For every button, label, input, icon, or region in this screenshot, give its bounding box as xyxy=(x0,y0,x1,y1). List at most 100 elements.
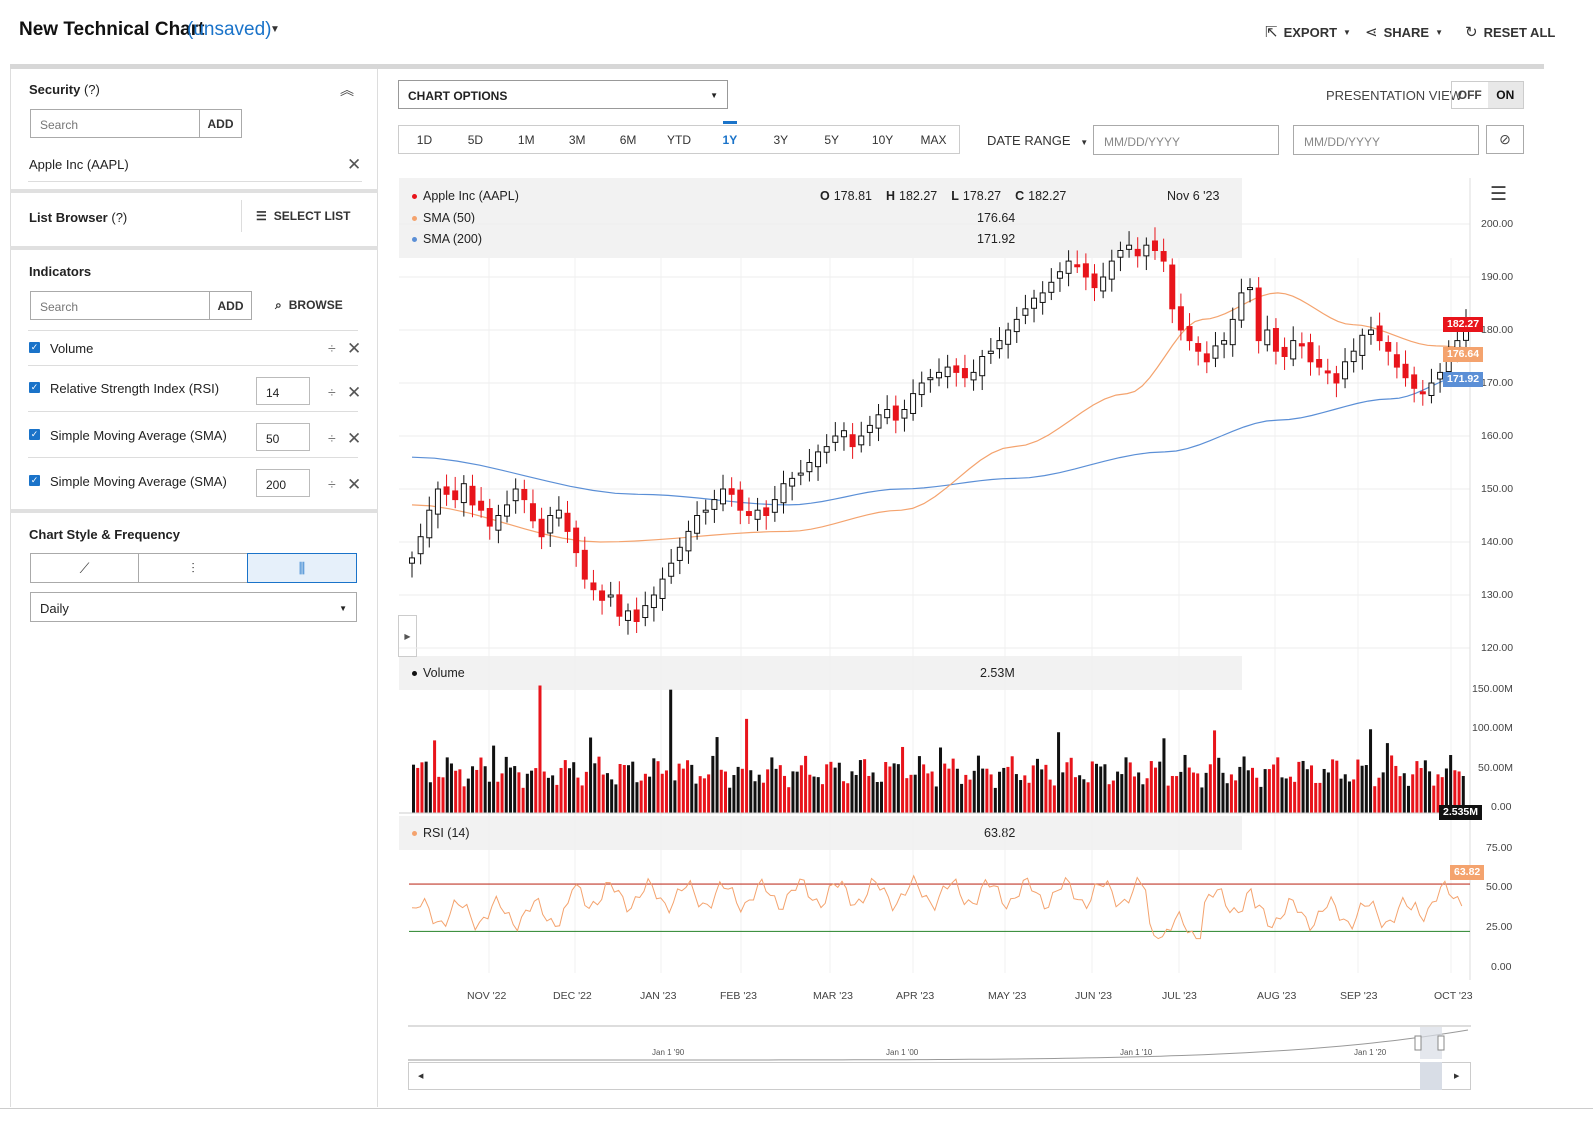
title-menu-caret-icon[interactable]: ▼ xyxy=(270,24,280,35)
drag-handle-icon[interactable]: ÷ xyxy=(328,340,336,356)
remove-indicator-icon[interactable]: ✕ xyxy=(347,475,362,494)
share-button[interactable]: ⋖ SHARE ▼ xyxy=(1365,23,1443,41)
rsi-checkbox[interactable]: ✓ xyxy=(29,382,40,393)
chevron-down-icon: ▼ xyxy=(1080,138,1089,147)
drag-handle-icon[interactable]: ÷ xyxy=(328,384,336,400)
volume-bar xyxy=(500,773,504,813)
volume-bar xyxy=(909,774,913,813)
legend-sma50: SMA (50) xyxy=(412,211,475,225)
collapse-icon[interactable]: ︽ xyxy=(340,82,354,98)
navigator-scrollbar[interactable] xyxy=(408,1062,1471,1090)
on-option[interactable]: ON xyxy=(1487,82,1523,108)
indicator-label: Volume xyxy=(50,341,94,356)
range-3y[interactable]: 3Y xyxy=(773,132,789,147)
rsi-line xyxy=(409,874,1470,940)
date-to-input[interactable]: MM/DD/YYYY xyxy=(1293,125,1479,155)
volume-checkbox[interactable]: ✓ xyxy=(29,342,40,353)
range-1m[interactable]: 1M xyxy=(517,132,535,147)
volume-bar xyxy=(1196,773,1200,813)
range-6m[interactable]: 6M xyxy=(619,132,637,147)
indicator-search-input[interactable]: Search xyxy=(30,291,210,320)
unsaved-indicator[interactable]: (unsaved) xyxy=(187,19,272,40)
browse-button[interactable]: ⌕ BROWSE xyxy=(275,298,343,312)
sma200-period-input[interactable]: 200 xyxy=(256,469,310,497)
reset-all-button[interactable]: ↻ RESET ALL xyxy=(1465,23,1555,41)
range-1d[interactable]: 1D xyxy=(416,132,433,147)
volume-bar xyxy=(508,767,512,813)
rsi-period-input[interactable]: 14 xyxy=(256,377,310,405)
divider xyxy=(28,181,362,182)
candlestick-style-button[interactable]: ⫼ xyxy=(247,553,357,583)
range-ytd[interactable]: YTD xyxy=(666,132,691,147)
scroll-left-icon[interactable]: ◀ xyxy=(418,1073,424,1080)
navigator-handle-right xyxy=(1437,1035,1445,1051)
remove-indicator-icon[interactable]: ✕ xyxy=(347,429,362,448)
volume-bar xyxy=(664,770,668,813)
volume-bar xyxy=(1267,769,1271,813)
chart-menu-icon[interactable]: ☰ xyxy=(1490,184,1508,205)
date-range-dropdown[interactable]: DATE RANGE ▼ xyxy=(987,133,1089,148)
sma50-period-input[interactable]: 50 xyxy=(256,423,310,451)
volume-bar xyxy=(858,760,862,813)
candle-body xyxy=(512,488,519,502)
list-browser-help[interactable]: (?) xyxy=(111,210,128,225)
scrollbar-thumb[interactable] xyxy=(1420,1062,1442,1090)
range-5y[interactable]: 5Y xyxy=(824,132,840,147)
select-list-button[interactable]: ☰ SELECT LIST xyxy=(256,209,351,223)
candle-body xyxy=(1342,361,1349,380)
volume-bar xyxy=(1023,775,1027,813)
candle-body xyxy=(1437,371,1444,380)
candle-body xyxy=(633,609,640,622)
frequency-select[interactable]: Daily ▼ xyxy=(30,592,357,622)
volume-bar xyxy=(1225,783,1229,813)
off-option[interactable]: OFF xyxy=(1457,88,1482,102)
volume-bar xyxy=(1149,761,1153,813)
security-search-input[interactable]: Search xyxy=(30,109,200,138)
ohlc-style-button[interactable]: ⫶ xyxy=(139,553,248,583)
volume-bar xyxy=(698,776,702,813)
drag-handle-icon[interactable]: ÷ xyxy=(328,476,336,492)
candle-body xyxy=(1074,264,1081,268)
volume-bar xyxy=(1057,732,1061,813)
rsi-tick: 0.00 xyxy=(1491,961,1512,973)
drag-handle-icon[interactable]: ÷ xyxy=(328,430,336,446)
range-max[interactable]: MAX xyxy=(920,132,947,147)
range-1y[interactable]: 1Y xyxy=(704,120,755,147)
candle-body xyxy=(555,509,562,519)
line-style-button[interactable]: ⟋ xyxy=(30,553,139,583)
volume-bar xyxy=(774,768,778,813)
scroll-right-icon[interactable]: ▶ xyxy=(1454,1073,1460,1080)
export-button[interactable]: ⇱ EXPORT ▼ xyxy=(1265,23,1351,41)
volume-legend-box xyxy=(399,656,1242,690)
hide-toggle-button[interactable]: ⊘ xyxy=(1486,125,1524,154)
security-add-button[interactable]: ADD xyxy=(200,109,242,138)
candle-body xyxy=(607,594,614,598)
month-tick: JUL '23 xyxy=(1162,990,1197,1002)
indicator-add-button[interactable]: ADD xyxy=(210,291,252,320)
volume-bar xyxy=(555,784,559,813)
volume-bar xyxy=(875,782,879,813)
presentation-toggle[interactable]: OFF ON xyxy=(1451,81,1524,109)
candle-body xyxy=(771,499,778,513)
range-3m[interactable]: 3M xyxy=(568,132,586,147)
volume-bar xyxy=(863,759,867,813)
volume-bar xyxy=(433,740,437,813)
divider xyxy=(28,330,358,331)
volume-bar xyxy=(1301,760,1305,813)
date-from-input[interactable]: MM/DD/YYYY xyxy=(1093,125,1279,155)
volume-bar xyxy=(1006,766,1010,813)
volume-bar xyxy=(1010,756,1014,813)
candle-body xyxy=(884,409,891,419)
expand-panel-button[interactable]: ▶ xyxy=(398,615,417,657)
price-tick: 160.00 xyxy=(1481,430,1514,442)
sma50-checkbox[interactable]: ✓ xyxy=(29,429,40,440)
remove-indicator-icon[interactable]: ✕ xyxy=(347,339,362,358)
range-10y[interactable]: 10Y xyxy=(871,132,894,147)
remove-security-icon[interactable]: ✕ xyxy=(347,155,362,174)
sma200-checkbox[interactable]: ✓ xyxy=(29,475,40,486)
security-help[interactable]: (?) xyxy=(83,82,100,97)
range-5d[interactable]: 5D xyxy=(467,132,484,147)
chart-options-select[interactable]: CHART OPTIONS ▼ xyxy=(398,80,728,109)
remove-indicator-icon[interactable]: ✕ xyxy=(347,383,362,402)
